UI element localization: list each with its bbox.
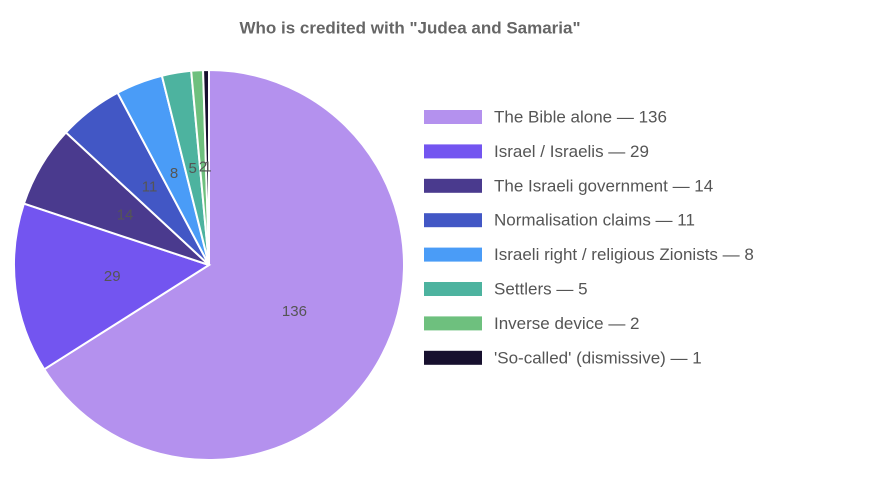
slice-label: 5 — [189, 160, 197, 177]
chart-title: Who is credited with "Judea and Samaria" — [239, 18, 580, 37]
slice-label: 29 — [104, 268, 121, 285]
legend-swatch — [424, 110, 482, 124]
slice-label: 136 — [282, 303, 307, 320]
slice-label: 1 — [203, 158, 211, 175]
legend-label: Israel / Israelis — 29 — [494, 142, 649, 161]
legend-label: Inverse device — 2 — [494, 314, 640, 333]
legend-swatch — [424, 316, 482, 331]
legend-label: The Israeli government — 14 — [494, 176, 713, 195]
legend-swatch — [424, 247, 482, 262]
legend-label: 'So-called' (dismissive) — 1 — [494, 348, 702, 367]
pie-slice — [202, 68, 210, 266]
legend-swatch — [424, 144, 482, 159]
legend-swatch — [424, 178, 482, 193]
slice-label: 8 — [170, 165, 178, 182]
legend-swatch — [424, 213, 482, 228]
legend-label: Settlers — 5 — [494, 279, 588, 298]
legend-label: Israeli right / religious Zionists — 8 — [494, 245, 754, 264]
slice-label: 11 — [142, 179, 158, 196]
pie-slice — [13, 202, 212, 371]
pie-slice — [42, 68, 405, 461]
legend-swatch — [424, 350, 482, 365]
legend-label: The Bible alone — 136 — [494, 107, 667, 126]
legend-swatch — [424, 282, 482, 296]
slice-label: 2 — [199, 159, 207, 176]
slice-label: 14 — [117, 206, 134, 223]
legend-label: Normalisation claims — 11 — [494, 211, 695, 230]
